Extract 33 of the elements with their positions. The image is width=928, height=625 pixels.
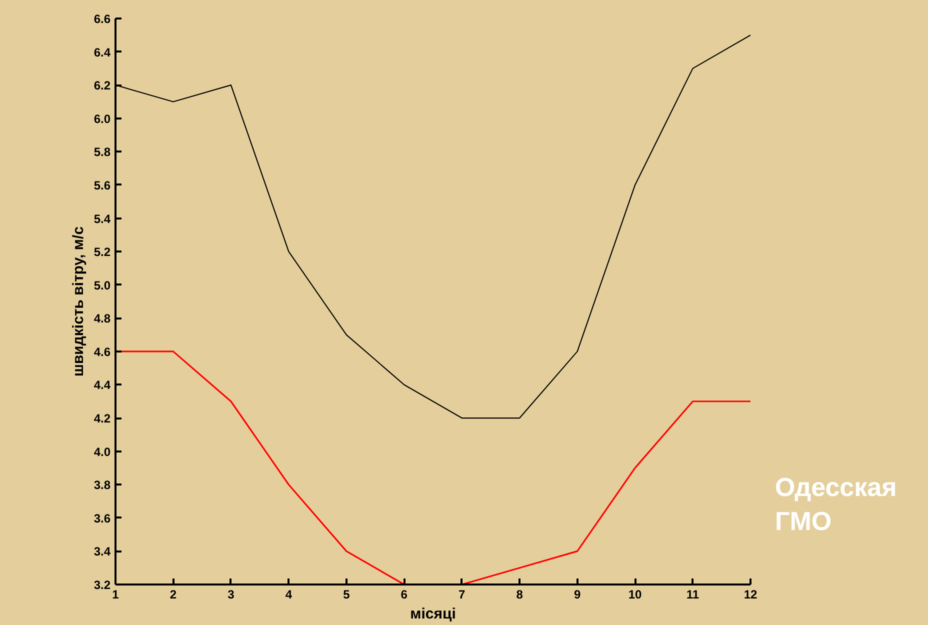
x-tick-label: 4 (285, 588, 292, 602)
y-tick-label: 3.2 (94, 578, 111, 592)
y-tick-label: 5.2 (94, 245, 111, 260)
y-tick-label: 4.8 (94, 312, 111, 326)
y-tick-label: 3.8 (94, 478, 111, 492)
x-tick-label: 2 (170, 588, 177, 602)
y-axis-title: швидкість вітру, м/с (70, 226, 87, 377)
y-tick-label: 5.6 (94, 178, 111, 192)
x-axis-title: місяці (410, 606, 456, 622)
x-tick-label: 12 (744, 588, 758, 602)
y-tick-label: 3.6 (94, 511, 111, 526)
y-tick-label: 3.4 (94, 544, 111, 559)
x-tick-label: 6 (400, 588, 408, 602)
x-tick-label: 8 (516, 588, 524, 602)
x-tick-label: 10 (628, 588, 642, 602)
y-tick-label: 6.0 (94, 112, 111, 126)
x-tick-label: 11 (686, 588, 700, 602)
y-tick-label: 5.8 (94, 145, 111, 160)
text: Одесская ГМО (775, 471, 898, 538)
y-tick-label: 5.4 (94, 212, 111, 226)
y-tick-label: 6.4 (94, 45, 111, 60)
x-tick-label: 1 (112, 588, 120, 602)
y-tick-label: 4.2 (94, 412, 111, 426)
y-tick-label: 4.0 (94, 444, 111, 459)
y-tick-label: 5.0 (94, 278, 111, 292)
y-tick-label: 4.6 (94, 344, 111, 359)
x-tick-label: 5 (343, 588, 350, 602)
y-tick-label: 6.2 (94, 78, 111, 93)
x-tick-label: 3 (228, 588, 235, 602)
y-tick-label: 6.6 (94, 12, 111, 26)
x-tick-label: 9 (574, 588, 581, 602)
y-tick-label: 4.4 (94, 378, 111, 392)
x-tick-label: 7 (458, 588, 466, 602)
